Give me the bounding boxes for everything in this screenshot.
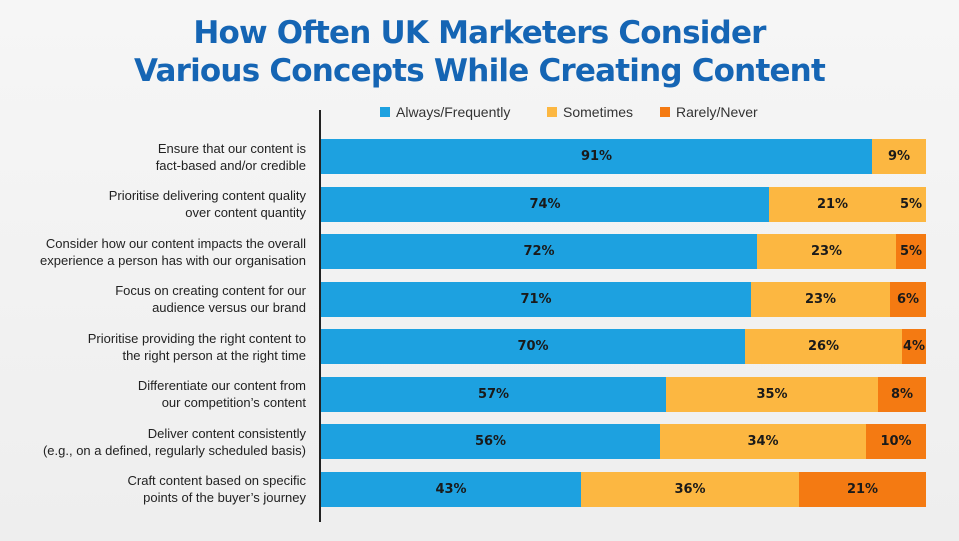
bar-segment-rarely-never: 8% [878,377,926,412]
bar-value-label: 57% [477,387,510,402]
bar-segment-always-frequently: 72% [321,234,757,269]
bar-value-label: 4% [902,339,926,354]
category-label-line: (e.g., on a defined, regularly scheduled… [42,442,306,458]
bar-segment-rarely-never: 5% [896,187,926,222]
category-label: Craft content based on specific points of… [0,472,307,506]
bar-segment-rarely-never: 21% [799,472,926,507]
bar-segment-rarely-never: 10% [866,424,926,459]
bar-segment-always-frequently: 71% [321,282,751,317]
legend-label-always-frequently: Always/Frequently [396,104,511,120]
bar-segment-sometimes: 23% [757,234,896,269]
category-label-line: Prioritise providing the right content t… [87,330,306,346]
bar-value-label: 6% [896,292,920,307]
category-label-line: Deliver content consistently [147,425,306,441]
bar-segment-rarely-never: 4% [902,329,926,364]
bar-value-label: 34% [747,434,779,449]
bar-value-label: 36% [674,482,706,497]
bar-segment-always-frequently: 74% [321,187,769,222]
category-label-line: over content quantity [185,205,306,220]
category-label-line: Ensure that our content is [157,140,306,156]
bar-value-label: 72% [523,244,555,259]
chart-title: How Often UK Marketers Consider Various … [0,14,959,90]
category-label-line: the right person at the right time [122,347,306,363]
category-label-line: Differentiate our content from [137,378,306,393]
bar-segment-always-frequently: 70% [321,329,745,364]
bar-segment-sometimes: 23% [751,282,890,317]
category-label: Consider how our content impacts the ove… [0,235,306,269]
chart-title-line-1: How Often UK Marketers Consider [193,15,766,51]
bar-value-label: 43% [435,482,467,497]
category-label-line: Craft content based on specific [127,473,307,488]
category-label-line: points of the buyer’s journey [143,490,306,505]
legend-item-rarely-never: Rarely/Never [660,104,758,120]
bar-segment-sometimes: 34% [660,424,866,459]
bar-value-label: 70% [517,339,549,354]
bar-segment-sometimes: 26% [745,329,902,364]
chart-legend: Always/Frequently Sometimes Rarely/Never [0,104,959,122]
legend-item-sometimes: Sometimes [547,104,633,120]
bar-value-label: 35% [756,387,788,402]
bar-value-label: 56% [474,434,507,449]
bar-value-label: 21% [816,197,849,212]
category-axis-line [319,110,321,522]
category-label-line: Focus on creating content for our [115,283,306,298]
bar-value-label: 71% [520,292,552,307]
category-label-line: Consider how our content impacts the ove… [45,235,306,251]
bar-value-label: 23% [804,292,837,307]
legend-swatch-always-frequently [380,107,390,117]
bar-value-label: 91% [580,149,613,164]
category-label: Prioritise delivering content quality ove… [0,187,306,221]
category-label: Ensure that our content is fact-based and… [0,140,306,174]
bar-value-label: 9% [887,149,911,164]
category-label: Differentiate our content from our compet… [0,377,306,411]
category-label-line: our competition’s content [161,395,306,410]
bar-value-label: 5% [899,244,923,259]
bar-segment-rarely-never: 9% [872,139,926,174]
bar-value-label: 26% [807,339,840,354]
bar-segment-always-frequently: 91% [321,139,872,174]
legend-label-sometimes: Sometimes [563,104,634,120]
chart-title-line-2: Various Concepts While Creating Content [134,53,826,89]
category-label-line: experience a person has with our organis… [40,252,306,268]
bar-value-label: 74% [529,197,561,212]
bar-segment-always-frequently: 57% [321,377,666,412]
bar-value-label: 10% [880,434,912,449]
category-label: Focus on creating content for our audienc… [0,282,306,316]
category-label: Prioritise providing the right content t… [0,330,306,364]
legend-swatch-sometimes [547,107,557,117]
bar-value-label: 5% [899,197,923,212]
bar-segment-sometimes: 35% [666,377,878,412]
bar-segment-always-frequently: 43% [321,472,581,507]
bar-value-label: 23% [810,244,843,259]
bar-segment-sometimes: 21% [769,187,896,222]
category-label: Deliver content consistently (e.g., on a … [0,425,306,459]
category-label-line: audience versus our brand [152,300,306,315]
bar-value-label: 21% [846,482,879,497]
category-label-line: Prioritise delivering content quality [108,188,306,203]
category-label-line: fact-based and/or credible [155,157,306,173]
bar-segment-always-frequently: 56% [321,424,660,459]
bar-segment-rarely-never: 6% [890,282,926,317]
legend-item-always-frequently: Always/Frequently [380,104,510,120]
legend-swatch-rarely-never [660,107,670,117]
bar-segment-sometimes: 36% [581,472,799,507]
legend-label-rarely-never: Rarely/Never [676,104,758,120]
bar-segment-rarely-never: 5% [896,234,926,269]
bar-value-label: 8% [890,387,914,402]
